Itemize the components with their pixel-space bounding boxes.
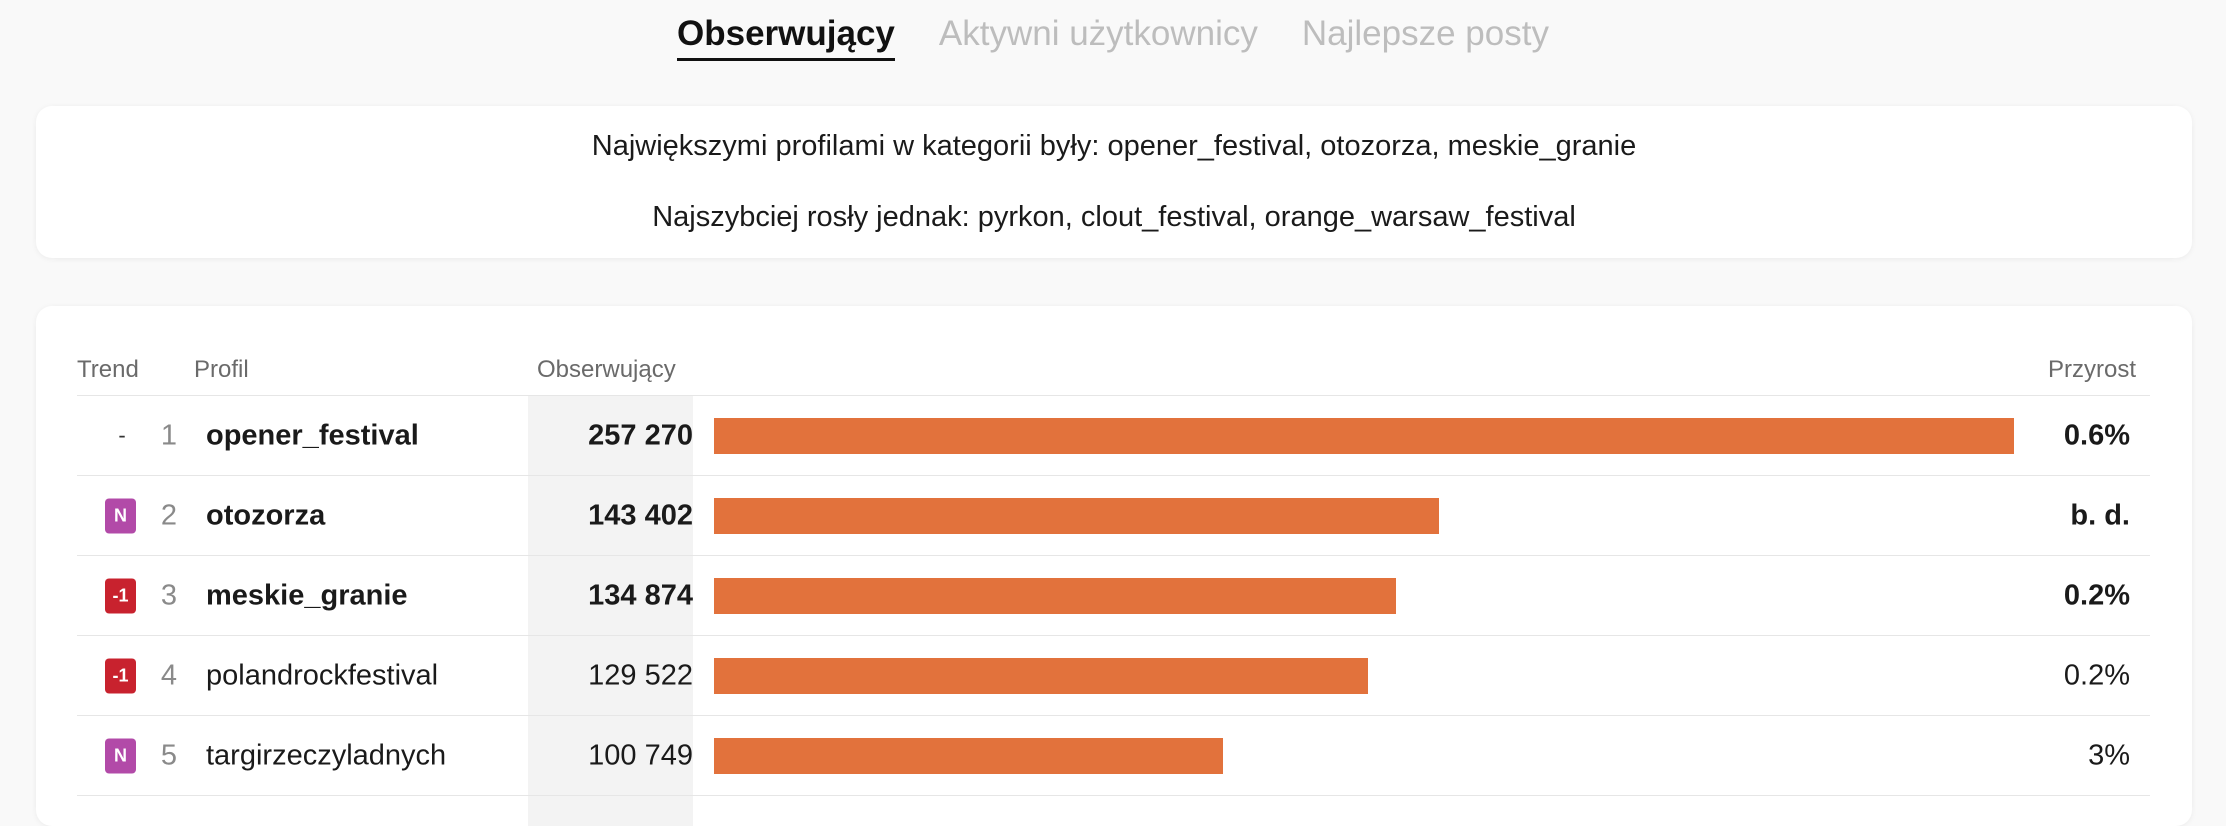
growth-value: 0.2% — [2063, 659, 2130, 691]
follower-bar-track — [714, 577, 2014, 614]
profile-name[interactable]: otozorza — [206, 499, 326, 531]
trend-down-badge: -1 — [105, 578, 136, 613]
follower-count: 129 522 — [588, 659, 693, 691]
growth-value: b. d. — [2070, 499, 2130, 531]
tab-bar: Obserwujący Aktywni użytkownicy Najlepsz… — [0, 14, 2226, 61]
follower-bar — [714, 417, 2014, 454]
rank-number: 5 — [160, 739, 177, 771]
table-header: Trend Profil Obserwujący Przyrost — [36, 356, 2192, 386]
header-growth[interactable]: Przyrost — [2047, 356, 2136, 383]
growth-value: 3% — [2088, 739, 2130, 771]
tab-active-users[interactable]: Aktywni użytkownicy — [938, 14, 1258, 53]
header-profile[interactable]: Profil — [194, 356, 249, 383]
follower-bar-track — [714, 737, 2014, 774]
growth-value: 0.6% — [2063, 419, 2130, 451]
rank-number: 1 — [160, 419, 177, 451]
follower-bar-track — [714, 657, 2014, 694]
summary-largest-profiles: Największymi profilami w kategorii były:… — [591, 130, 1637, 162]
profile-name[interactable]: targirzeczyladnych — [206, 739, 447, 771]
header-divider — [77, 395, 2150, 396]
table-row[interactable]: - 1 opener_festival 257 270 0.6% — [77, 396, 2150, 476]
trend-flat-indicator: - — [118, 422, 126, 448]
table-row[interactable]: -1 3 meskie_granie 134 874 0.2% — [77, 556, 2150, 636]
profile-name[interactable]: opener_festival — [206, 419, 419, 451]
follower-count: 134 874 — [588, 579, 693, 611]
table-row[interactable]: N 5 targirzeczyladnych 100 749 3% — [77, 716, 2150, 796]
rank-number: 4 — [160, 659, 177, 691]
table-row[interactable]: -1 4 polandrockfestival 129 522 0.2% — [77, 636, 2150, 716]
follower-count: 257 270 — [588, 419, 693, 451]
trend-down-badge: -1 — [105, 658, 136, 693]
profile-name[interactable]: meskie_granie — [206, 579, 408, 611]
follower-count: 143 402 — [588, 499, 693, 531]
summary-card: Największymi profilami w kategorii były:… — [36, 106, 2192, 258]
tab-followers[interactable]: Obserwujący — [677, 14, 895, 61]
growth-value: 0.2% — [2063, 579, 2130, 611]
follower-bar — [714, 737, 1224, 774]
profile-name[interactable]: polandrockfestival — [206, 659, 439, 691]
follower-bar-track — [714, 417, 2014, 454]
follower-bar — [714, 657, 1369, 694]
tab-top-posts[interactable]: Najlepsze posty — [1301, 14, 1549, 53]
trend-new-badge: N — [105, 498, 136, 533]
header-followers[interactable]: Obserwujący — [537, 356, 676, 383]
rank-number: 2 — [160, 499, 177, 531]
trend-new-badge: N — [105, 738, 136, 773]
follower-bar — [714, 577, 1396, 614]
ranking-table: Trend Profil Obserwujący Przyrost -1 open… — [36, 306, 2192, 826]
table-row[interactable]: N 2 otozorza 143 402 b. d. — [77, 476, 2150, 556]
follower-count: 100 749 — [588, 739, 693, 771]
summary-fastest-growing: Najszybciej rosły jednak: pyrkon, clout_… — [652, 201, 1576, 233]
header-trend[interactable]: Trend — [77, 356, 139, 383]
table-body: -1 opener_festival 257 270 0.6% N 2 otozorza 14… — [77, 396, 2150, 796]
follower-bar-track — [714, 497, 2014, 534]
rank-number: 3 — [160, 579, 177, 611]
followers-column-highlight — [528, 396, 693, 826]
follower-bar — [714, 497, 1439, 534]
